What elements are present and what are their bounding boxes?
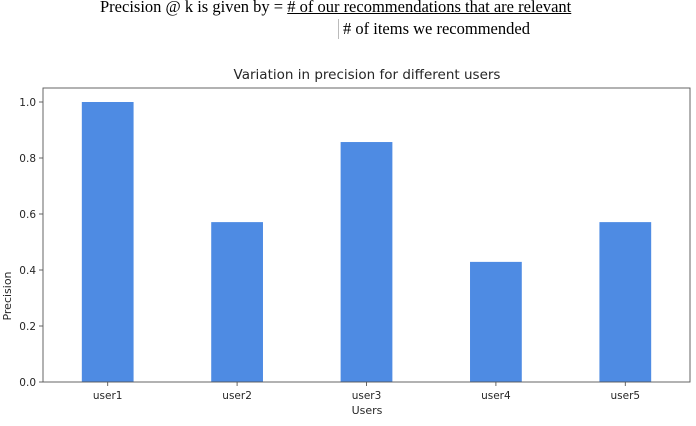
- formula-numerator: # of our recommendations that are releva…: [287, 0, 572, 16]
- x-tick-label: user2: [222, 390, 252, 402]
- bar-user5: [599, 222, 652, 382]
- formula-line: Precision @ k is given by = # of our rec…: [100, 0, 571, 17]
- y-axis-label: Precision: [1, 271, 14, 320]
- chart-title: Variation in precision for different use…: [234, 67, 501, 83]
- bar-user1: [81, 102, 134, 382]
- x-tick-label: user4: [481, 390, 511, 402]
- x-axis-label: Users: [352, 404, 383, 417]
- precision-chart: Variation in precision for different use…: [0, 60, 696, 421]
- formula-denominator: # of items we recommended: [338, 19, 530, 39]
- bar-user2: [211, 222, 263, 382]
- chart-canvas: Variation in precision for different use…: [1, 67, 691, 417]
- plot-area: 0.0 0.2 0.4 0.6 0.8 1.0 user1 user2 user3 user4 us…: [19, 87, 691, 402]
- x-tick-label: user5: [611, 390, 641, 402]
- y-tick-label: 0.6: [19, 209, 36, 221]
- y-tick-label: 1.0: [19, 97, 36, 109]
- y-tick-label: 0.2: [19, 321, 36, 333]
- y-tick-label: 0.0: [19, 377, 36, 389]
- y-tick-label: 0.8: [19, 153, 36, 165]
- bar-user4: [470, 261, 522, 382]
- x-tick-label: user3: [352, 390, 382, 402]
- y-tick-label: 0.4: [19, 265, 36, 277]
- x-tick-label: user1: [93, 390, 123, 402]
- precision-formula: Precision @ k is given by = # of our rec…: [0, 0, 696, 44]
- formula-prefix: Precision @ k is given by =: [100, 0, 288, 16]
- bar-user3: [340, 142, 393, 382]
